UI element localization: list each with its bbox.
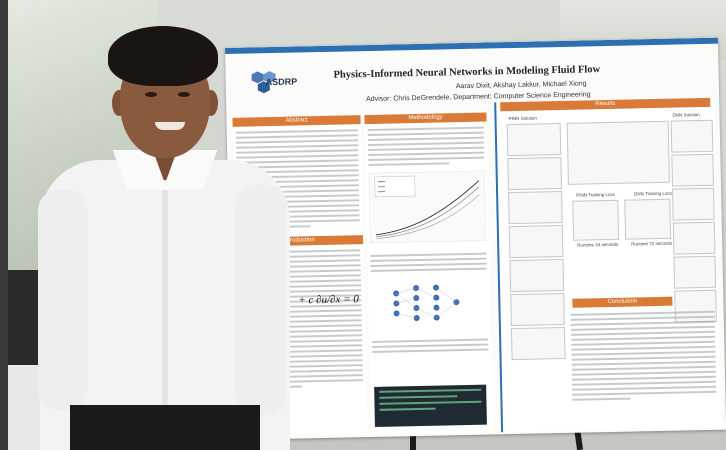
result-plot — [670, 119, 714, 153]
result-plot — [510, 326, 566, 361]
pinn-loss-plot — [572, 199, 620, 241]
neural-network-diagram — [393, 284, 460, 322]
person-smile — [155, 122, 185, 130]
poster-authors: Aarav Dixit, Akshay Lakkur, Michael Xion… — [455, 80, 587, 91]
person-arm-left — [38, 190, 88, 410]
pinn-solution-label: PINN Solution — [508, 115, 537, 122]
result-plot — [673, 255, 717, 289]
runtime-dnn-label: Runtime 72 seconds — [631, 240, 673, 247]
background-monitor — [8, 270, 38, 370]
asdrp-logo-icon — [251, 71, 276, 94]
left-pole — [0, 0, 8, 450]
code-snippet — [374, 384, 487, 427]
result-plot — [506, 122, 562, 157]
equation: + c ∂u/∂x = 0 — [298, 293, 359, 307]
dnn-solution-label: DNN Solution — [672, 112, 700, 118]
person-hair — [108, 26, 218, 86]
logo-text: ASDRP — [265, 76, 298, 88]
result-plot — [508, 190, 563, 225]
person-pants — [70, 405, 260, 450]
results-heading: Results — [500, 97, 711, 112]
person-arm-right — [235, 185, 287, 415]
result-plot — [510, 292, 565, 327]
result-plot — [672, 221, 716, 255]
result-plot-main — [566, 120, 670, 185]
result-plot — [508, 224, 564, 259]
poster-title: Physics-Informed Neural Networks in Mode… — [333, 64, 601, 81]
result-plot — [509, 258, 565, 293]
dnn-loss-label: DNN Training Loss — [634, 190, 672, 197]
conclusion-text — [570, 308, 717, 404]
person-eye — [178, 92, 190, 97]
research-poster: ASDRP Physics-Informed Neural Networks i… — [225, 37, 726, 440]
result-plot — [671, 153, 714, 187]
result-plot — [507, 156, 563, 191]
conclusion-heading: Conclusion — [572, 296, 673, 308]
poster-column-3: Results PINN Solution DNN Solution PINN … — [494, 97, 722, 433]
methodology-plot — [368, 170, 487, 244]
dnn-loss-plot — [624, 198, 672, 240]
methodology-text-3 — [369, 333, 491, 358]
person-eye — [145, 92, 157, 97]
poster-column-2: Methodology — [364, 112, 494, 436]
methodology-text — [365, 122, 488, 172]
runtime-pinn-label: Runtime 34 seconds — [577, 241, 619, 248]
result-plot — [672, 187, 715, 221]
methodology-text-2 — [367, 248, 490, 278]
pinn-loss-label: PINN Training Loss — [576, 191, 615, 198]
shirt-placket — [162, 180, 168, 450]
